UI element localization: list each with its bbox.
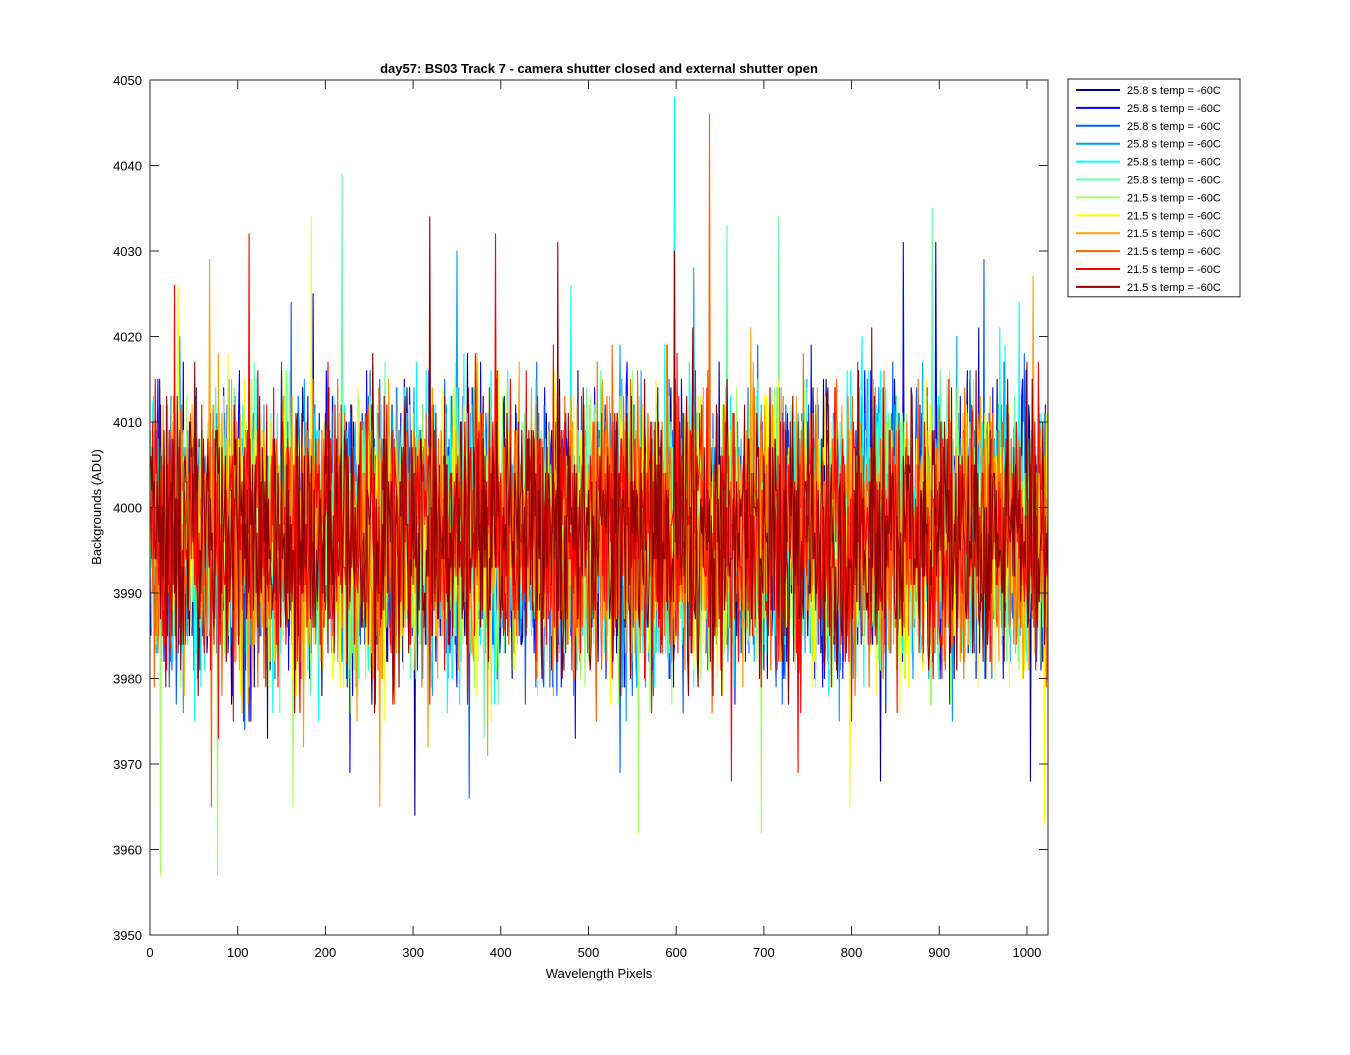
y-tick-label: 4020: [113, 330, 142, 345]
legend: 25.8 s temp = -60C 25.8 s temp = -60C 25.8…: [1067, 78, 1241, 298]
y-tick-label: 4030: [113, 244, 142, 259]
x-tick-label: 500: [578, 945, 600, 960]
legend-label: 25.8 s temp = -60C: [1127, 103, 1221, 115]
y-tick-label: 3960: [113, 843, 142, 858]
y-axis-label: Backgrounds (ADU): [89, 449, 104, 565]
x-tick-label: 1000: [1012, 945, 1041, 960]
y-tick-label: 3980: [113, 672, 142, 687]
legend-label: 21.5 s temp = -60C: [1127, 264, 1221, 276]
legend-label: 25.8 s temp = -60C: [1127, 85, 1221, 97]
legend-label: 21.5 s temp = -60C: [1127, 192, 1221, 204]
y-tick-label: 4010: [113, 415, 142, 430]
axis-ticks: 0 100 200 300 400 500 600 700 800 900 1000 3950 3960…: [113, 73, 1048, 960]
x-tick-label: 400: [490, 945, 512, 960]
x-tick-label: 700: [753, 945, 775, 960]
legend-label: 25.8 s temp = -60C: [1127, 175, 1221, 187]
legend-label: 25.8 s temp = -60C: [1127, 139, 1221, 151]
legend-label: 25.8 s temp = -60C: [1127, 121, 1221, 133]
legend-label: 25.8 s temp = -60C: [1127, 157, 1221, 169]
y-tick-label: 3950: [113, 928, 142, 943]
y-tick-label: 3970: [113, 757, 142, 772]
series-line-12: [150, 216, 1048, 714]
series-layer: [150, 96, 1048, 876]
x-tick-label: 600: [665, 945, 687, 960]
y-tick-label: 4050: [113, 73, 142, 88]
legend-label: 21.5 s temp = -60C: [1127, 228, 1221, 240]
legend-label: 21.5 s temp = -60C: [1127, 246, 1221, 258]
legend-label: 21.5 s temp = -60C: [1127, 282, 1221, 294]
x-tick-label: 100: [227, 945, 249, 960]
x-tick-label: 200: [315, 945, 337, 960]
legend-label: 21.5 s temp = -60C: [1127, 210, 1221, 222]
y-tick-label: 4000: [113, 501, 142, 516]
x-tick-label: 300: [402, 945, 424, 960]
x-tick-label: 0: [146, 945, 153, 960]
x-tick-label: 900: [928, 945, 950, 960]
x-axis-label: Wavelength Pixels: [546, 966, 653, 981]
x-tick-label: 800: [841, 945, 863, 960]
y-tick-label: 3990: [113, 586, 142, 601]
y-tick-label: 4040: [113, 159, 142, 174]
chart-title: day57: BS03 Track 7 - camera shutter clo…: [380, 61, 818, 76]
legend-box: [1067, 78, 1241, 298]
